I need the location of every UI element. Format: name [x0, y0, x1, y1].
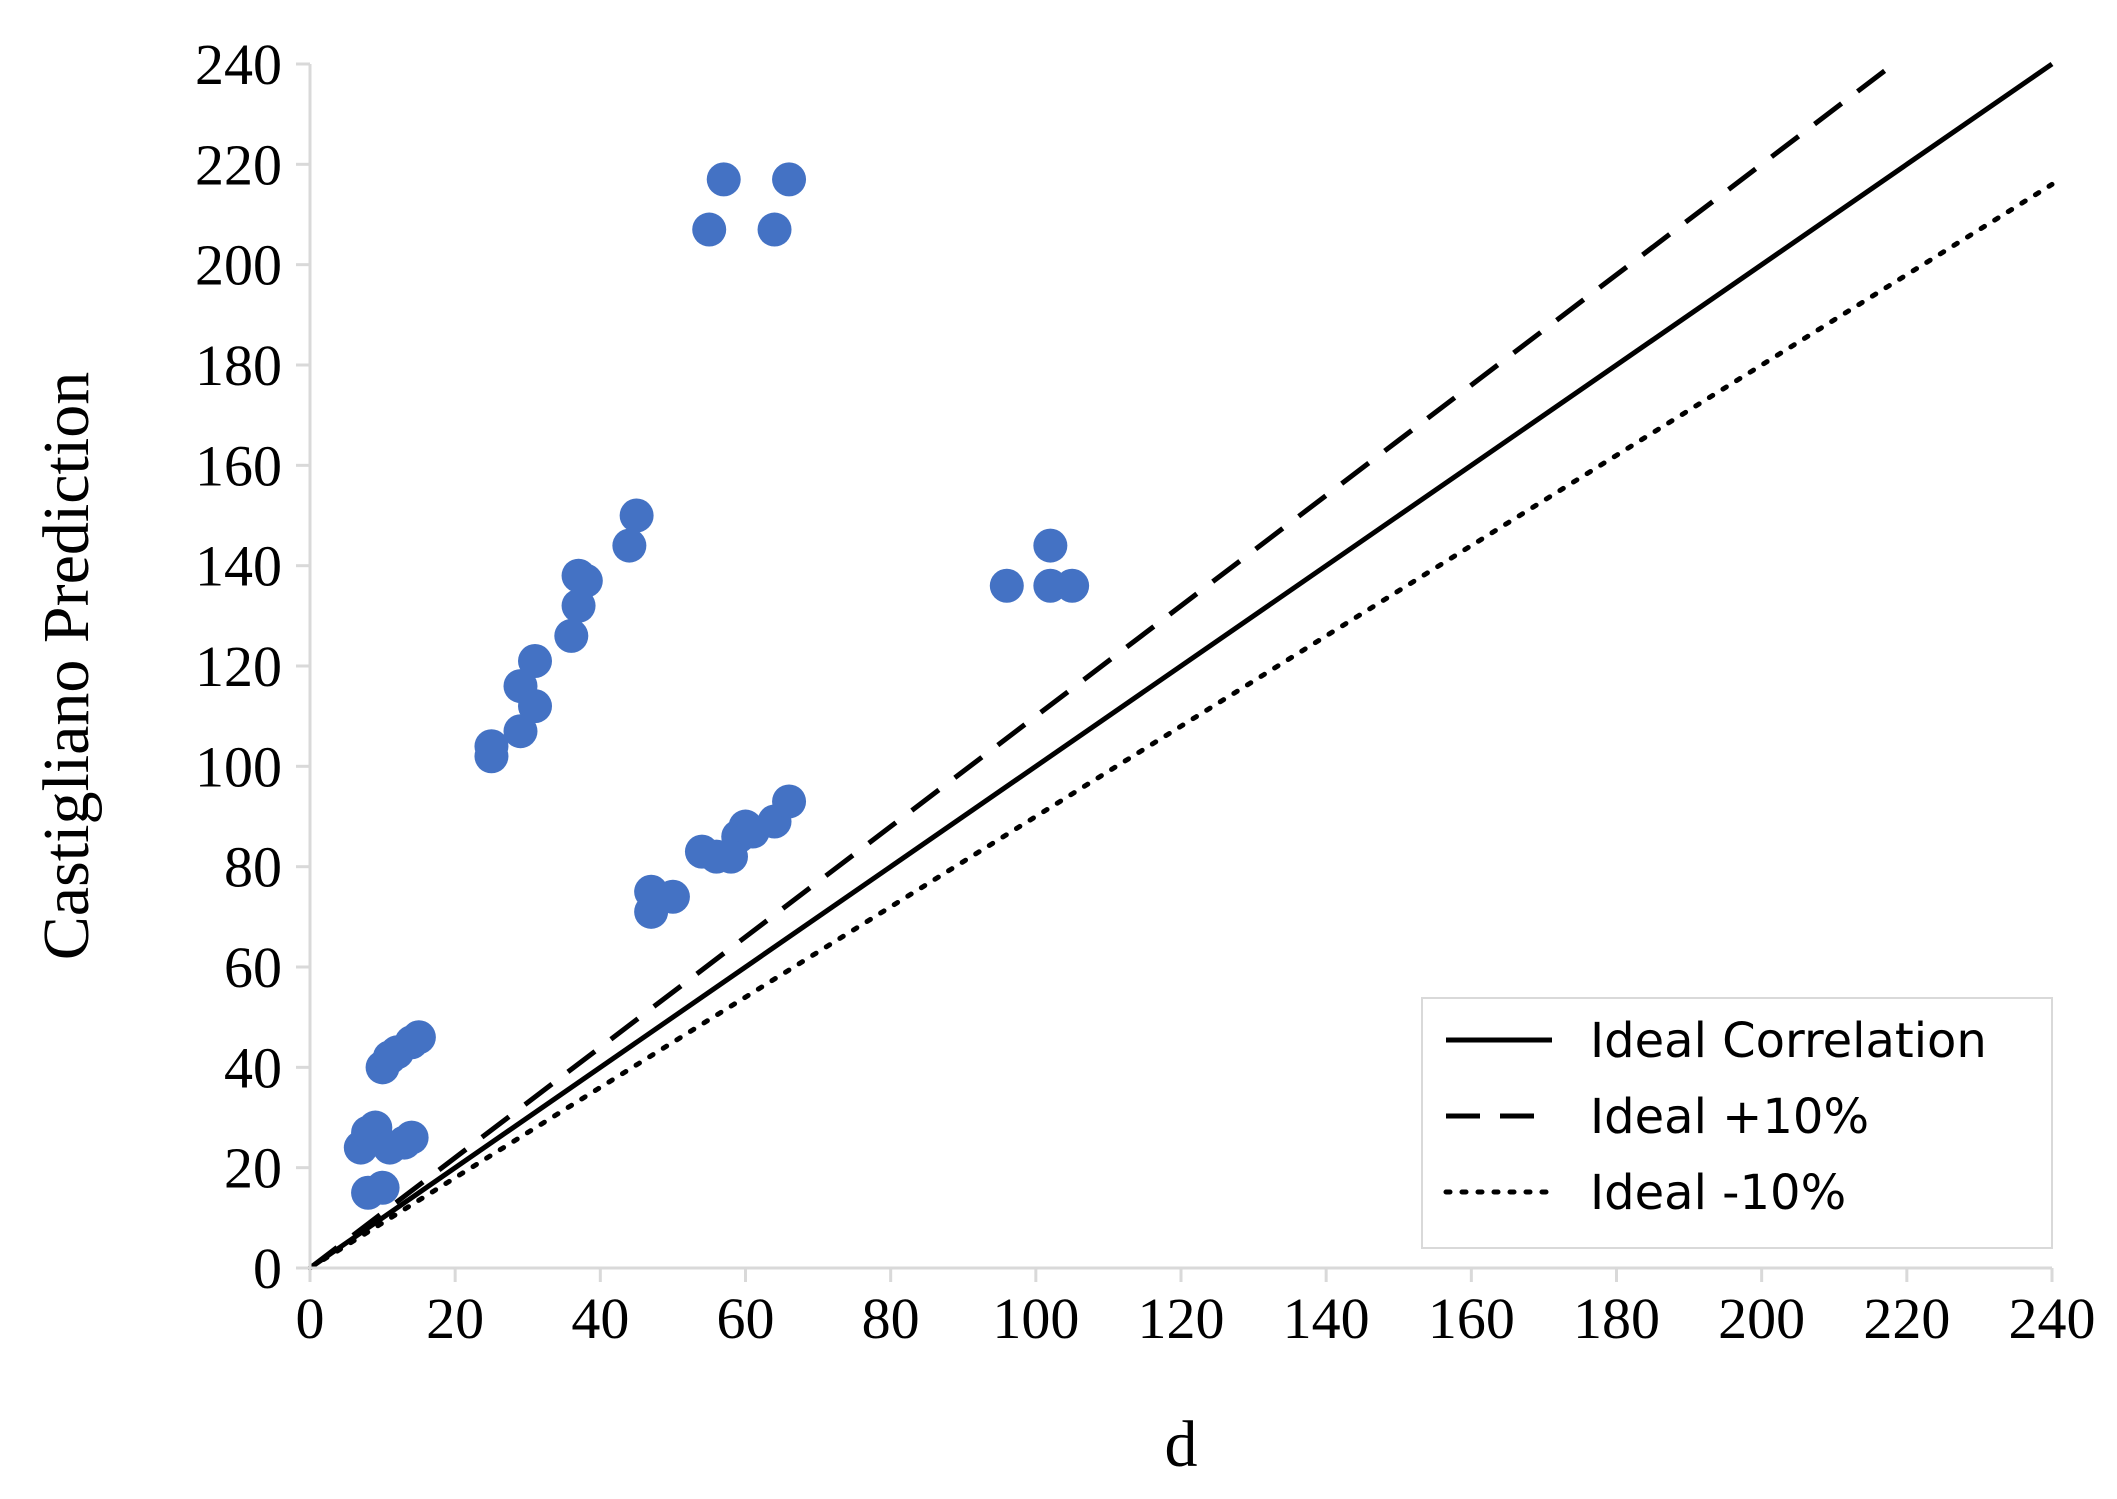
x-tick-label: 40 — [571, 1286, 629, 1351]
data-point — [518, 643, 553, 678]
data-point — [757, 212, 792, 247]
y-tick-label: 80 — [224, 835, 282, 900]
series-lines — [307, 61, 2055, 1271]
data-point — [401, 1020, 436, 1055]
data-point — [503, 714, 538, 749]
data-point — [989, 568, 1024, 603]
x-tick-label: 60 — [717, 1286, 775, 1351]
data-point — [518, 689, 553, 724]
data-point — [1055, 568, 1090, 603]
x-tick-label: 200 — [1718, 1286, 1805, 1351]
x-tick-label: 20 — [426, 1286, 484, 1351]
x-tick-label: 180 — [1573, 1286, 1660, 1351]
data-point — [372, 1040, 407, 1075]
data-point — [554, 618, 589, 653]
x-tick-label: 120 — [1138, 1286, 1225, 1351]
y-tick-label: 240 — [195, 32, 282, 97]
y-tick-label: 40 — [224, 1035, 282, 1100]
legend-label: Ideal +10% — [1590, 1089, 1869, 1145]
data-point — [619, 498, 654, 533]
x-tick-label: 80 — [862, 1286, 920, 1351]
data-point — [772, 162, 807, 197]
series-line-dashed — [308, 62, 1896, 1270]
y-tick-label: 140 — [195, 534, 282, 599]
data-point — [1033, 528, 1068, 563]
x-tick-label: 140 — [1283, 1286, 1370, 1351]
legend: Ideal Correlation Ideal +10% Ideal -10% — [1421, 997, 2053, 1249]
x-tick-label: 220 — [1863, 1286, 1950, 1351]
y-tick-label: 60 — [224, 935, 282, 1000]
x-axis-title: d — [1165, 1408, 1198, 1481]
data-point — [394, 1120, 429, 1155]
x-tick-label: 160 — [1428, 1286, 1515, 1351]
y-tick-label: 100 — [195, 734, 282, 799]
data-points — [343, 162, 1090, 1210]
y-tick-label: 160 — [195, 433, 282, 498]
data-point — [474, 729, 509, 764]
data-point — [706, 162, 741, 197]
legend-label: Ideal Correlation — [1590, 1013, 1987, 1069]
axes: 0 20 40 60 80 100 120 140 160 180 200 220 240 0 20 40 60… — [195, 32, 2096, 1351]
y-tick-label: 20 — [224, 1136, 282, 1201]
y-tick-label: 180 — [195, 333, 282, 398]
y-tick-label: 0 — [253, 1236, 282, 1301]
series-line-dotted — [307, 181, 2055, 1271]
data-point — [772, 784, 807, 819]
y-tick-label: 200 — [195, 233, 282, 298]
data-point — [692, 212, 727, 247]
y-tick-label: 220 — [195, 132, 282, 197]
data-point — [365, 1170, 400, 1205]
y-tick-label: 120 — [195, 634, 282, 699]
legend-label: Ideal -10% — [1590, 1165, 1846, 1221]
y-axis-title: Castigliano Prediction — [30, 372, 103, 960]
x-tick-label: 240 — [2009, 1286, 2096, 1351]
data-point — [568, 563, 603, 598]
x-tick-label: 100 — [992, 1286, 1079, 1351]
series-line-solid — [308, 61, 2054, 1271]
data-point — [655, 879, 690, 914]
data-point — [612, 528, 647, 563]
x-tick-label: 0 — [296, 1286, 325, 1351]
